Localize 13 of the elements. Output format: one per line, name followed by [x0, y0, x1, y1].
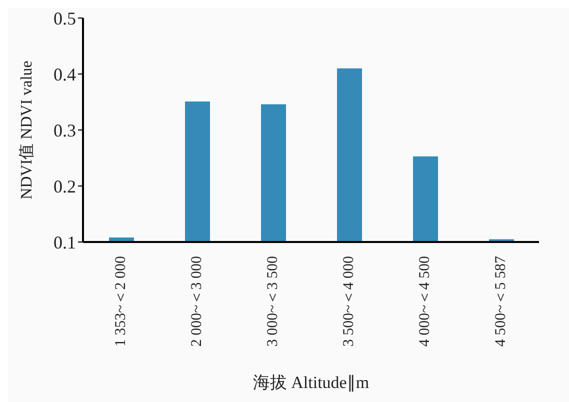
y-axis-title: NDVI值 NDVI value	[18, 60, 36, 200]
x-tick-label: 3 500~＜4 000	[341, 256, 357, 347]
y-tick-label: 0.2	[54, 176, 76, 196]
x-axis-title: 海拔 Altitude∥m	[252, 373, 370, 392]
x-tick-label: 4 500~＜5 587	[493, 256, 509, 347]
y-tick-label: 0.3	[54, 120, 76, 140]
x-tick-label: 4 000~＜4 500	[417, 256, 433, 347]
x-tick-label: 3 000~＜3 500	[265, 256, 281, 347]
y-tick-label: 0.4	[54, 64, 76, 84]
y-tick-label: 0.1	[54, 232, 76, 252]
x-tick-label: 2 000~＜3 000	[189, 256, 205, 347]
y-tick-label: 0.5	[54, 8, 76, 28]
x-tick-label: 1 353~＜2 000	[113, 256, 129, 347]
